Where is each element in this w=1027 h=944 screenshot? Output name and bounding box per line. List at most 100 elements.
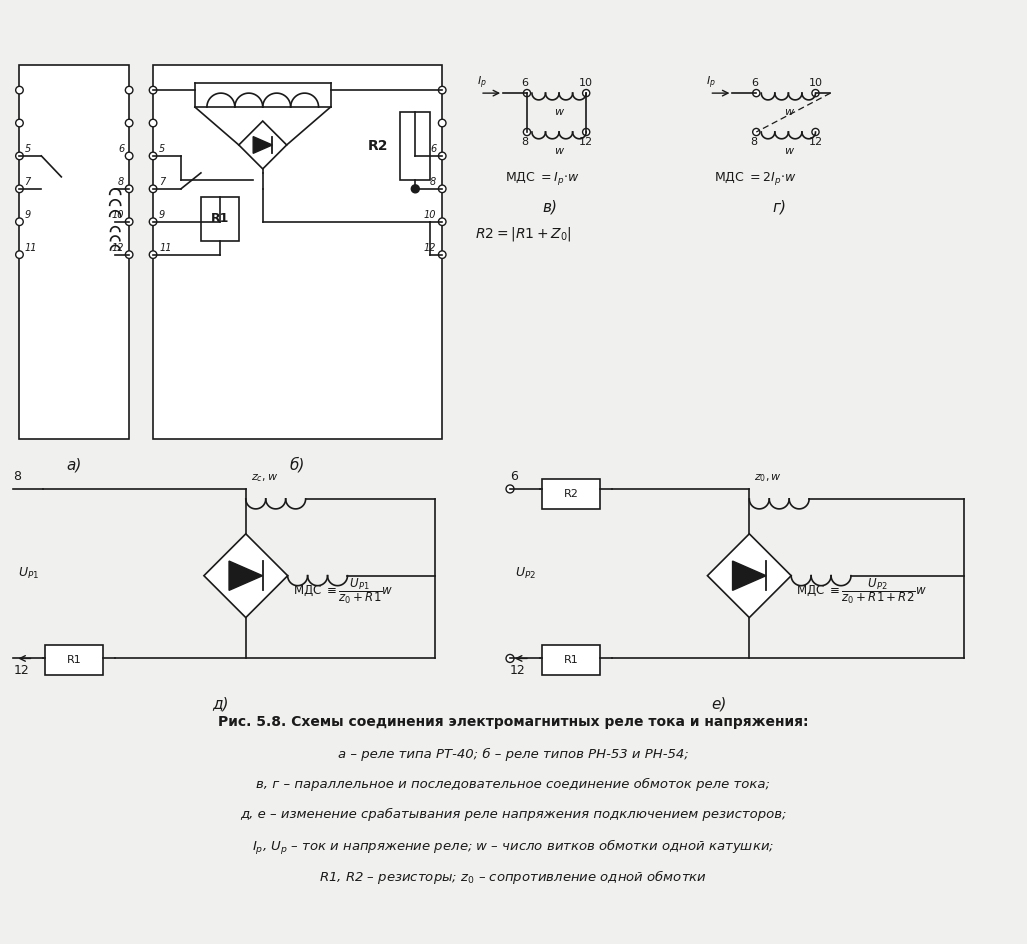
Text: б): б) <box>290 457 305 473</box>
Circle shape <box>125 86 132 93</box>
Text: 10: 10 <box>579 78 594 88</box>
Bar <box>20 65 129 439</box>
Text: е): е) <box>712 697 727 712</box>
Circle shape <box>753 128 760 136</box>
Circle shape <box>439 218 446 226</box>
Text: 9: 9 <box>159 210 165 220</box>
Circle shape <box>125 251 132 259</box>
Text: $U_{P1}$: $U_{P1}$ <box>18 566 40 582</box>
Text: 8: 8 <box>751 137 758 147</box>
Circle shape <box>524 90 531 96</box>
Circle shape <box>149 218 157 226</box>
Text: 10: 10 <box>808 78 823 88</box>
Circle shape <box>149 119 157 126</box>
Text: R1: R1 <box>564 655 578 666</box>
Text: Рис. 5.8. Схемы соединения электромагнитных реле тока и напряжения:: Рис. 5.8. Схемы соединения электромагнит… <box>218 716 808 730</box>
Text: 5: 5 <box>25 143 31 154</box>
Circle shape <box>411 185 419 193</box>
Text: R1: R1 <box>211 212 229 226</box>
Text: МДС $\equiv \dfrac{U_{P2}}{z_0+R1+R2}w$: МДС $\equiv \dfrac{U_{P2}}{z_0+R1+R2}w$ <box>796 576 926 606</box>
Text: д, е – изменение срабатывания реле напряжения подключением резисторов;: д, е – изменение срабатывания реле напря… <box>239 808 787 821</box>
Circle shape <box>15 185 24 193</box>
Text: 12: 12 <box>13 665 29 678</box>
Circle shape <box>524 128 531 136</box>
Circle shape <box>812 128 820 136</box>
Text: 12: 12 <box>112 243 124 253</box>
Text: 12: 12 <box>424 243 436 253</box>
Polygon shape <box>254 137 272 153</box>
Circle shape <box>439 86 446 93</box>
Text: R1, R2 – резисторы; $z_0$ – сопротивление одной обмотки: R1, R2 – резисторы; $z_0$ – сопротивлени… <box>319 868 707 885</box>
Text: 6: 6 <box>522 78 529 88</box>
Text: 10: 10 <box>112 210 124 220</box>
Text: 12: 12 <box>579 137 594 147</box>
Circle shape <box>125 218 132 226</box>
Circle shape <box>149 86 157 93</box>
Circle shape <box>439 185 446 193</box>
Text: 7: 7 <box>25 177 31 187</box>
Text: МДС $\equiv \dfrac{U_{P1}}{z_0+R1}w$: МДС $\equiv \dfrac{U_{P1}}{z_0+R1}w$ <box>293 576 393 606</box>
Circle shape <box>15 119 24 126</box>
Circle shape <box>506 485 514 493</box>
Circle shape <box>15 251 24 259</box>
Text: 6: 6 <box>510 470 518 483</box>
Circle shape <box>753 90 760 96</box>
Text: в): в) <box>542 200 558 215</box>
Text: 5: 5 <box>159 143 165 154</box>
Circle shape <box>149 185 157 193</box>
Bar <box>201 196 239 241</box>
Circle shape <box>15 218 24 226</box>
Bar <box>45 646 103 675</box>
Text: МДС $= I_р\!\cdot\! w$: МДС $= I_р\!\cdot\! w$ <box>505 170 580 187</box>
Text: $U_{P2}$: $U_{P2}$ <box>515 566 536 582</box>
Text: 9: 9 <box>25 210 31 220</box>
Circle shape <box>506 654 514 663</box>
Circle shape <box>15 86 24 93</box>
Polygon shape <box>732 561 766 590</box>
Text: $z_0, w$: $z_0, w$ <box>754 472 783 484</box>
Text: $R2 = |R1 + Z_0|$: $R2 = |R1 + Z_0|$ <box>476 225 572 243</box>
Circle shape <box>15 152 24 160</box>
Text: w: w <box>784 107 793 117</box>
Bar <box>542 479 600 509</box>
Circle shape <box>439 251 446 259</box>
Text: w: w <box>555 146 564 156</box>
Circle shape <box>439 152 446 160</box>
Text: 7: 7 <box>159 177 165 187</box>
Bar <box>153 65 443 439</box>
Text: г): г) <box>772 200 787 215</box>
Text: а): а) <box>67 457 82 472</box>
Text: w: w <box>784 146 793 156</box>
Text: R2: R2 <box>368 139 388 153</box>
Circle shape <box>125 119 132 126</box>
Text: $I_р$: $I_р$ <box>478 75 487 92</box>
Circle shape <box>812 90 820 96</box>
Text: а – реле типа РТ-40; б – реле типов РН-53 и РН-54;: а – реле типа РТ-40; б – реле типов РН-5… <box>338 749 688 761</box>
Text: 10: 10 <box>424 210 436 220</box>
Text: 12: 12 <box>808 137 823 147</box>
Text: 11: 11 <box>159 243 172 253</box>
Text: $I_р$: $I_р$ <box>707 75 716 92</box>
Circle shape <box>125 185 132 193</box>
Text: д): д) <box>213 697 229 712</box>
Text: 6: 6 <box>118 143 124 154</box>
Text: R1: R1 <box>67 655 82 666</box>
Text: R2: R2 <box>564 489 578 499</box>
Text: 12: 12 <box>510 665 526 678</box>
Text: 11: 11 <box>25 243 37 253</box>
Text: 8: 8 <box>13 470 22 483</box>
Text: $z_c, w$: $z_c, w$ <box>251 472 278 484</box>
Text: w: w <box>555 107 564 117</box>
Circle shape <box>439 119 446 126</box>
Text: 8: 8 <box>522 137 529 147</box>
Circle shape <box>125 152 132 160</box>
Circle shape <box>582 128 589 136</box>
Text: в, г – параллельное и последовательное соединение обмоток реле тока;: в, г – параллельное и последовательное с… <box>256 778 770 791</box>
Text: 6: 6 <box>430 143 436 154</box>
Polygon shape <box>239 121 287 169</box>
Polygon shape <box>204 533 288 617</box>
Text: 6: 6 <box>751 78 758 88</box>
Circle shape <box>149 152 157 160</box>
Circle shape <box>582 90 589 96</box>
Text: 8: 8 <box>430 177 436 187</box>
